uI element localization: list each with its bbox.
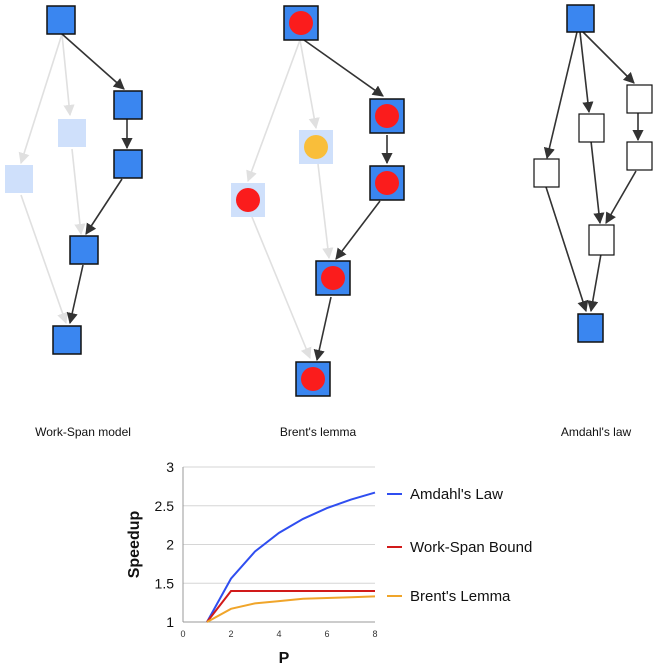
edge [590, 140, 605, 225]
legend-label-brent: Brent's Lemma [410, 588, 511, 605]
speedup-chart: 1 1.5 2 2.5 3 0 2 4 6 8 P Speedup Amdahl's Law Work-S… [126, 459, 532, 667]
edge [545, 186, 589, 313]
y-tick-label: 3 [166, 459, 174, 475]
processor-dot [321, 266, 345, 290]
node [52, 325, 82, 355]
edge [543, 31, 578, 160]
edge [587, 253, 602, 313]
caption-brent: Brent's lemma [279, 425, 357, 439]
node-empty [626, 84, 653, 114]
x-tick-label: 8 [372, 629, 377, 639]
edge-faded [18, 33, 63, 165]
edge-faded [71, 148, 86, 236]
edge [579, 31, 594, 114]
edge-faded [246, 39, 301, 183]
y-tick-label: 2 [166, 537, 174, 553]
edge-faded [299, 39, 320, 130]
y-tick-label: 1.5 [155, 575, 175, 591]
x-tick-label: 2 [228, 629, 233, 639]
node-empty [588, 224, 615, 256]
x-tick-label: 6 [324, 629, 329, 639]
amdahl-dag [533, 4, 653, 343]
x-tick-label: 4 [276, 629, 281, 639]
dag-diagrams [5, 4, 653, 397]
edge-faded [251, 216, 312, 360]
edge [335, 200, 381, 260]
node-faded [58, 119, 86, 147]
workspan-dag [5, 5, 143, 355]
processor-dot [375, 171, 399, 195]
y-tick-label: 1 [166, 614, 174, 630]
processor-dot [301, 367, 325, 391]
y-tick-label: 2.5 [155, 498, 175, 514]
x-axis-label: P [279, 650, 290, 667]
legend-label-workspan: Work-Span Bound [410, 539, 532, 556]
edge [582, 31, 635, 84]
series-line-workspan [206, 590, 375, 623]
node-faded [5, 165, 33, 193]
node [46, 5, 76, 35]
edge [85, 178, 123, 235]
edge [66, 264, 84, 325]
node [113, 90, 143, 120]
series-line-amdahl [206, 491, 376, 623]
legend-label-amdahl: Amdahl's Law [410, 486, 503, 503]
edge-faded [61, 33, 75, 117]
idle-processor-dot [304, 135, 328, 159]
node [566, 4, 595, 33]
node-empty [626, 141, 653, 171]
edge-faded [317, 163, 334, 260]
series-line-brent [206, 595, 376, 623]
node-empty [578, 113, 605, 143]
node-empty [533, 158, 560, 188]
processor-dot [375, 104, 399, 128]
caption-amdahl: Amdahl's law [560, 425, 632, 439]
node [69, 235, 99, 265]
node [577, 313, 604, 343]
processor-dot [289, 11, 313, 35]
node [113, 149, 143, 179]
x-tick-label: 0 [180, 629, 185, 639]
edge [605, 170, 637, 224]
caption-workspan: Work-Span model [35, 425, 131, 439]
y-axis-label: Speedup [126, 510, 143, 578]
processor-dot [236, 188, 260, 212]
brent-dag [231, 5, 405, 397]
edge-faded [20, 194, 68, 325]
edge [303, 39, 384, 97]
edge [313, 296, 332, 362]
edge [61, 33, 125, 90]
